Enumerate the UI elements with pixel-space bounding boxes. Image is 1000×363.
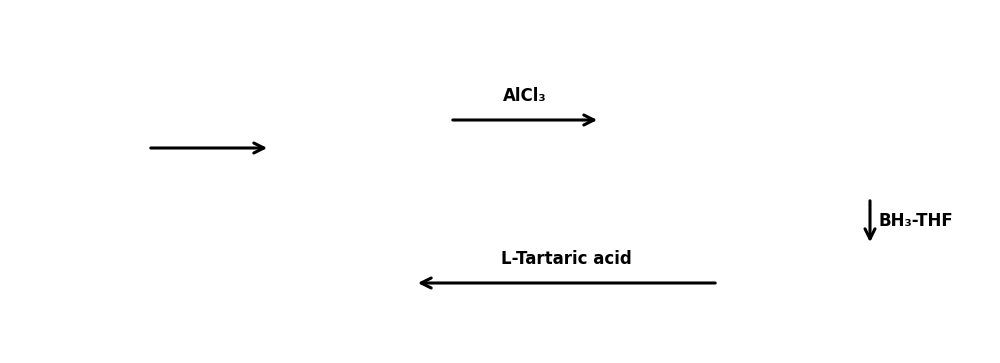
Text: BH₃-THF: BH₃-THF xyxy=(878,212,953,231)
Text: AlCl₃: AlCl₃ xyxy=(503,87,547,105)
Text: L-Tartaric acid: L-Tartaric acid xyxy=(501,250,632,268)
